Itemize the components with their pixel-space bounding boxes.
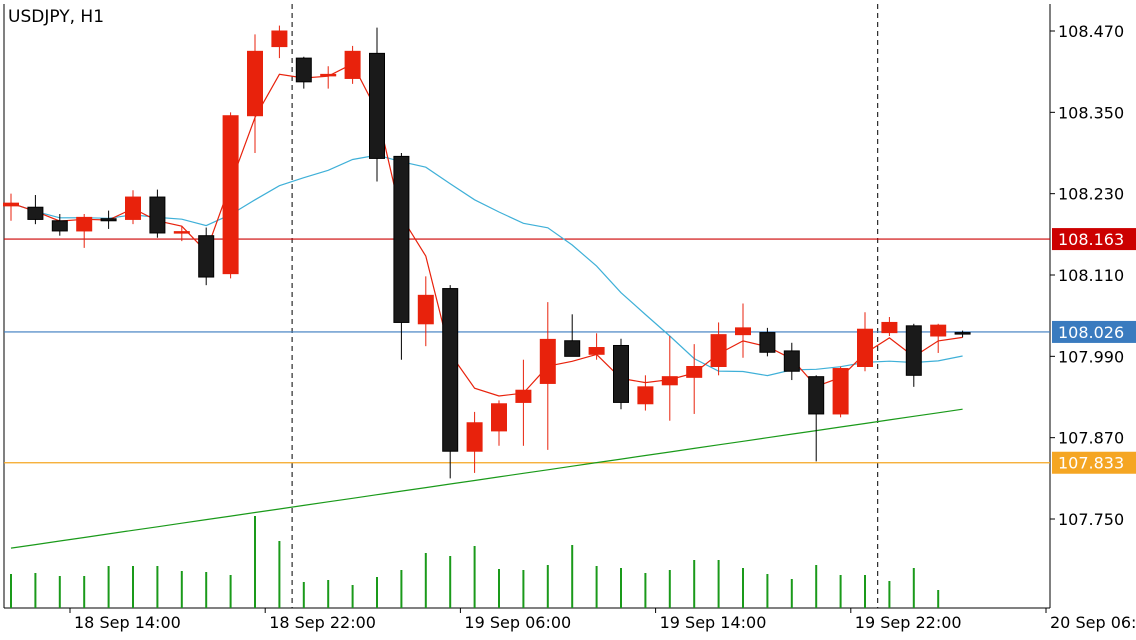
candle-body bbox=[588, 347, 605, 355]
candle-body bbox=[491, 403, 507, 432]
chart-title: USDJPY, H1 bbox=[8, 7, 104, 27]
time-tick-label: 18 Sep 22:00 bbox=[269, 613, 376, 632]
candle-body bbox=[3, 202, 19, 207]
price-tick-label: 108.230 bbox=[1058, 185, 1124, 204]
candle-body bbox=[198, 235, 215, 278]
candle-body bbox=[442, 288, 459, 452]
time-tick-label: 20 Sep 06:00 bbox=[1050, 613, 1136, 632]
moving-average-fast-line bbox=[10, 62, 963, 397]
candle-body bbox=[466, 422, 483, 452]
candle-body bbox=[759, 332, 776, 353]
candle-body bbox=[515, 389, 532, 403]
candle-body bbox=[393, 155, 410, 323]
candle-body bbox=[27, 206, 44, 220]
title-separator: , bbox=[69, 7, 81, 27]
price-tick-label: 107.870 bbox=[1058, 429, 1124, 448]
time-tick-label: 18 Sep 14:00 bbox=[74, 613, 181, 632]
candle-body bbox=[637, 386, 654, 405]
candle-body bbox=[222, 115, 239, 275]
candle-body bbox=[320, 73, 337, 77]
candle-body bbox=[539, 338, 556, 384]
timeframe-label: H1 bbox=[80, 7, 105, 27]
candle-body bbox=[661, 376, 678, 386]
price-level-tag bbox=[1052, 320, 1136, 343]
moving-average-mid-line bbox=[10, 154, 963, 377]
candle-body bbox=[930, 324, 947, 337]
candle-body bbox=[954, 332, 971, 335]
candle-body bbox=[51, 220, 68, 232]
candle-body bbox=[173, 231, 190, 234]
candle-body bbox=[735, 327, 751, 336]
candle-body bbox=[149, 196, 166, 234]
candle-body bbox=[564, 340, 581, 357]
candle-body bbox=[344, 50, 361, 79]
price-level-tag bbox=[1052, 228, 1136, 251]
candle-body bbox=[905, 325, 922, 376]
price-level-tag-label: 108.163 bbox=[1058, 230, 1124, 249]
candle-body bbox=[686, 366, 703, 378]
candle-body bbox=[710, 334, 727, 367]
candle-body bbox=[857, 328, 873, 368]
candle-body bbox=[271, 30, 288, 48]
candle-body bbox=[808, 376, 825, 415]
candle-body bbox=[613, 344, 629, 403]
candle-body bbox=[369, 52, 385, 159]
candle-body bbox=[100, 218, 117, 222]
time-tick-label: 19 Sep 14:00 bbox=[660, 613, 767, 632]
price-tick-label: 108.110 bbox=[1058, 266, 1124, 285]
candle-body bbox=[783, 350, 800, 372]
moving-average-slow-line bbox=[10, 408, 963, 549]
price-tick-label: 108.470 bbox=[1058, 22, 1124, 41]
price-tick-label: 108.350 bbox=[1058, 103, 1124, 122]
price-level-tag-label: 107.833 bbox=[1058, 454, 1124, 473]
price-tick-label: 107.750 bbox=[1058, 510, 1124, 529]
candle-body bbox=[881, 321, 898, 334]
candle-body bbox=[832, 368, 849, 415]
price-level-tag bbox=[1052, 451, 1136, 474]
time-tick-label: 19 Sep 06:00 bbox=[464, 613, 571, 632]
candle-body bbox=[295, 57, 312, 83]
price-tick-label: 107.990 bbox=[1058, 347, 1124, 366]
price-level-tag-label: 108.026 bbox=[1058, 323, 1124, 342]
candle-body bbox=[125, 196, 141, 220]
candle-body bbox=[76, 216, 93, 232]
candle-body bbox=[247, 50, 263, 117]
symbol-label: USDJPY bbox=[8, 7, 70, 27]
candle-body bbox=[417, 294, 434, 325]
time-tick-label: 19 Sep 22:00 bbox=[855, 613, 962, 632]
